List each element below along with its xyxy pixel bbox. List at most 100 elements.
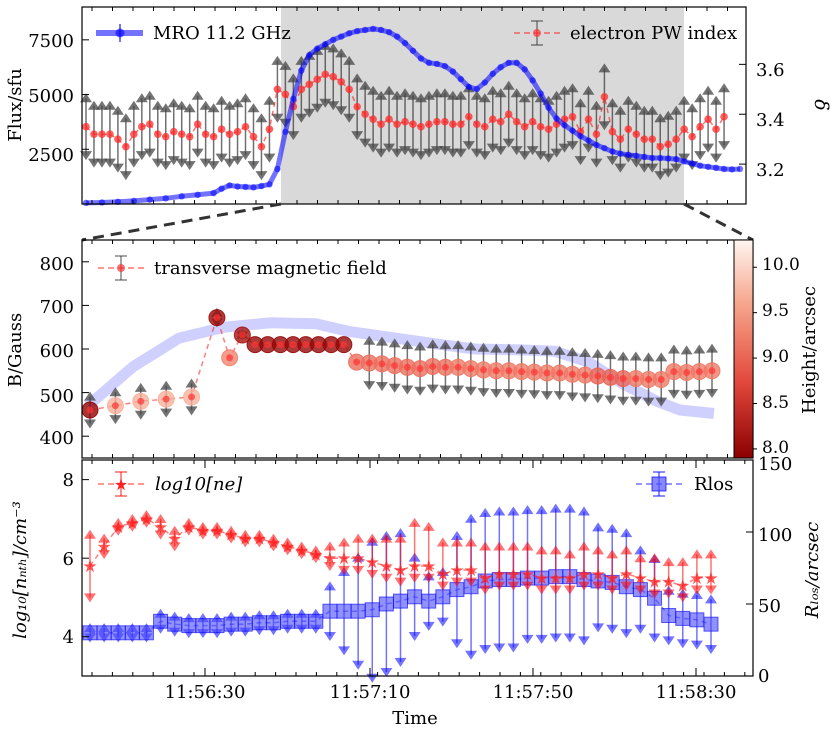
xtick-11-57-10: 11:57:10 bbox=[330, 682, 411, 703]
mro-point bbox=[314, 45, 321, 52]
log10[ne]-arrow-up bbox=[507, 541, 520, 551]
Rlos-arrow-down bbox=[662, 636, 675, 646]
log10[ne]-arrow-down bbox=[253, 538, 266, 548]
pw-arrow-up bbox=[630, 100, 643, 110]
pw-arrow-down bbox=[159, 161, 172, 171]
pw-arrow-up bbox=[335, 48, 348, 58]
field-arrow-up bbox=[109, 387, 122, 397]
pw-point bbox=[345, 85, 353, 94]
field-arrow-up bbox=[553, 345, 566, 355]
Rlos-arrow-down bbox=[394, 657, 407, 667]
field-arrow-down bbox=[604, 395, 617, 405]
log10[ne]-arrow-down bbox=[521, 581, 534, 591]
pw-arrow-up bbox=[359, 80, 372, 90]
field-arrow-up bbox=[540, 345, 553, 355]
rlos-point bbox=[364, 602, 380, 618]
field-arrow-up bbox=[185, 378, 198, 388]
pw-point bbox=[496, 117, 505, 126]
field-arrow-down bbox=[388, 383, 401, 393]
log10[ne]-arrow-down bbox=[309, 554, 322, 564]
bot-ytick-right-100: 100 bbox=[758, 525, 792, 546]
pw-arrow-down bbox=[718, 141, 731, 151]
pw-point bbox=[297, 85, 306, 94]
bottom-panel: ★★★★★★★★★★★★★★★★★★★★★★★★★★★★★★★★★★★★★★★★… bbox=[10, 454, 823, 729]
log10[ne]-arrow-up bbox=[535, 545, 548, 555]
pw-arrow-up bbox=[143, 90, 156, 100]
log10[ne]-arrow-up bbox=[281, 537, 294, 547]
log10[ne]-arrow-down bbox=[112, 526, 125, 536]
field-arrow-up bbox=[414, 341, 427, 351]
mro-point bbox=[577, 132, 584, 140]
Rlos-arrow-up bbox=[507, 506, 520, 516]
mro-point bbox=[720, 165, 728, 173]
xtick-11-58-30: 11:58:30 bbox=[656, 682, 737, 703]
mro-point bbox=[194, 191, 201, 199]
top-ytick-5000: 5000 bbox=[28, 86, 74, 107]
ne-point: ★ bbox=[125, 514, 140, 534]
Rlos-arrow-down bbox=[592, 623, 605, 633]
log10[ne]-arrow-up bbox=[196, 521, 209, 531]
log10[ne]-arrow-up bbox=[705, 549, 717, 559]
field-point bbox=[606, 373, 614, 381]
log10[ne]-arrow-up bbox=[380, 533, 393, 543]
field-arrow-down bbox=[706, 388, 718, 398]
mro-point bbox=[266, 181, 273, 188]
log10[ne]-arrow-up bbox=[648, 553, 661, 563]
field-point bbox=[670, 368, 678, 376]
pw-arrow-up bbox=[422, 90, 435, 100]
mro-point bbox=[98, 199, 106, 206]
pw-point bbox=[672, 135, 680, 143]
pw-arrow-down bbox=[271, 113, 284, 123]
Rlos-arrow-down bbox=[521, 634, 534, 644]
pw-arrow-up bbox=[87, 100, 100, 110]
pw-arrow-up bbox=[710, 95, 723, 105]
pw-point bbox=[138, 122, 146, 131]
pw-arrow-up bbox=[351, 73, 364, 83]
pw-arrow-down bbox=[486, 143, 499, 153]
ne-point: ★ bbox=[576, 565, 591, 585]
pw-point bbox=[433, 117, 441, 126]
log10[ne]-arrow-down bbox=[168, 542, 181, 552]
field-arrow-down bbox=[439, 385, 452, 395]
mid-ytick-500: 500 bbox=[40, 386, 74, 407]
log10[ne]-arrow-up bbox=[309, 545, 322, 555]
field-arrow-up bbox=[667, 344, 680, 354]
pw-arrow-up bbox=[694, 93, 707, 103]
pw-arrow-up bbox=[383, 85, 396, 95]
field-arrow-up bbox=[401, 340, 414, 350]
mro-point bbox=[688, 160, 696, 167]
rlos-point bbox=[223, 616, 239, 632]
cb-tick-9.0: 9.0 bbox=[762, 347, 789, 367]
pw-arrow-up bbox=[255, 113, 268, 123]
log10[ne]-arrow-up bbox=[98, 533, 111, 543]
field-arrow-down bbox=[629, 396, 642, 406]
pw-point bbox=[528, 117, 537, 126]
field-point bbox=[340, 341, 348, 349]
mro-point bbox=[489, 70, 496, 77]
mro-point bbox=[649, 154, 656, 162]
pw-arrow-up bbox=[279, 60, 292, 70]
mro-point bbox=[449, 68, 457, 75]
field-arrow-down bbox=[109, 415, 122, 425]
field-point bbox=[365, 359, 373, 367]
mro-point bbox=[409, 47, 417, 54]
mro-point bbox=[633, 152, 640, 160]
log10[ne]-arrow-down bbox=[662, 589, 675, 599]
log10[ne]-arrow-up bbox=[352, 533, 365, 543]
mro-point bbox=[545, 104, 552, 111]
field-arrow-down bbox=[515, 389, 528, 399]
pw-arrow-up bbox=[510, 88, 523, 98]
log10[ne]-arrow-down bbox=[338, 565, 351, 575]
pw-point bbox=[488, 115, 497, 124]
log10[ne]-arrow-down bbox=[408, 573, 421, 583]
pw-point bbox=[401, 117, 409, 126]
pw-arrow-down bbox=[119, 171, 132, 181]
pw-arrow-down bbox=[614, 163, 627, 173]
pw-arrow-up bbox=[438, 88, 451, 98]
pw-point bbox=[656, 142, 665, 151]
mid-ytick-600: 600 bbox=[40, 341, 74, 362]
field-arrow-up bbox=[515, 344, 528, 354]
pw-arrow-up bbox=[80, 93, 92, 103]
log10[ne]-arrow-up bbox=[662, 557, 675, 567]
Rlos-arrow-down bbox=[549, 633, 562, 643]
